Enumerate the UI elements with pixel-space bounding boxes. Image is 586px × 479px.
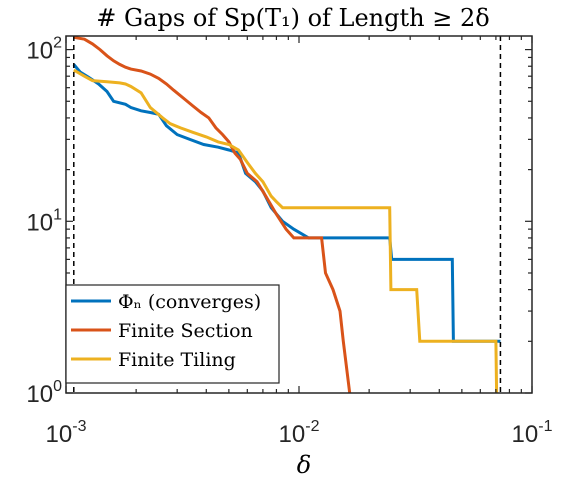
legend: Φₙ (converges) Finite Section Finite Tilin… — [65, 284, 280, 384]
series-line-2 — [73, 68, 499, 394]
y-tick-label: 100 — [26, 378, 62, 408]
y-tick-label: 102 — [26, 35, 62, 65]
x-axis-label-text: δ — [297, 451, 311, 479]
legend-label-2: Finite Tiling — [118, 349, 236, 371]
chart-title: # Gaps of Sp(T₁) of Length ≥ 2δ — [96, 4, 489, 32]
chart-title-text: # Gaps of Sp(T₁) of Length ≥ 2δ — [96, 4, 489, 32]
series-line-1 — [73, 35, 352, 394]
axis-ticks — [65, 36, 533, 394]
tick-labels: 10-3 10-2 10-1 100 101 102 — [26, 35, 552, 448]
x-axis-label: δ — [297, 451, 311, 479]
legend-label-0: Φₙ (converges) — [118, 291, 261, 313]
x-tick-label: 10-1 — [512, 418, 553, 448]
y-tick-label: 101 — [26, 206, 62, 236]
legend-label-1: Finite Section — [118, 320, 253, 342]
x-tick-label: 10-3 — [46, 418, 87, 448]
x-tick-label: 10-2 — [279, 418, 320, 448]
data-lines — [72, 35, 501, 394]
